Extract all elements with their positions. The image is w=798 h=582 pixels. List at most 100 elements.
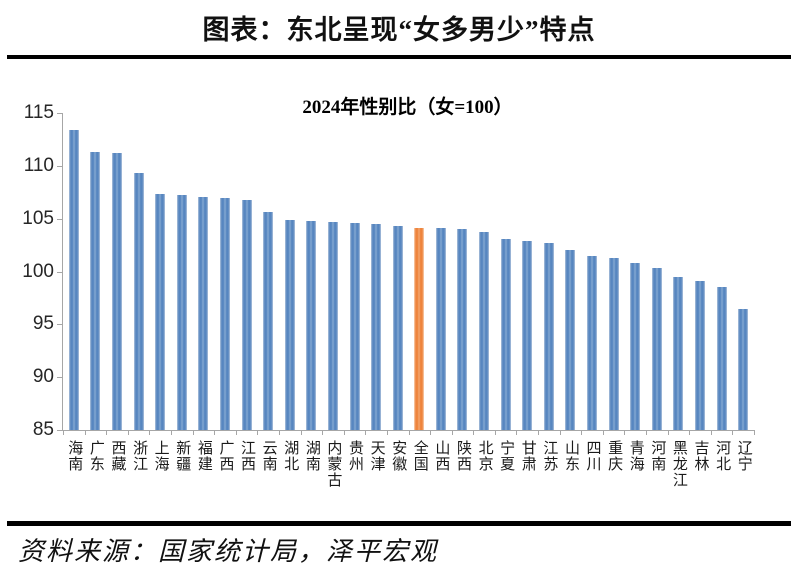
x-tick	[559, 430, 561, 435]
x-label-text: 安徽	[390, 440, 407, 472]
x-label-text: 江苏	[541, 440, 558, 472]
bar-slot-5	[171, 113, 193, 430]
bar-14	[371, 223, 382, 430]
x-label-6: 福建	[193, 440, 215, 488]
page-title: 图表：东北呈现“女多男少”特点	[202, 15, 596, 45]
x-label-8: 江西	[236, 440, 258, 488]
x-label-text: 青海	[627, 440, 644, 472]
bar-slot-6	[193, 113, 215, 430]
bar-30	[716, 287, 727, 430]
x-tick	[408, 430, 410, 435]
bar-slot-10	[279, 113, 301, 430]
x-label-24: 四川	[581, 440, 603, 488]
y-tick	[57, 218, 63, 220]
x-label-text: 海南	[66, 440, 83, 472]
bar-20	[500, 238, 511, 430]
x-label-13: 贵州	[344, 440, 366, 488]
x-label-text: 云南	[260, 440, 277, 472]
bar-slot-19	[473, 113, 495, 430]
bar-slot-30	[711, 113, 733, 430]
x-label-text: 全国	[411, 440, 428, 472]
bar-slot-9	[257, 113, 279, 430]
x-label-text: 北京	[476, 440, 493, 472]
bar-22	[543, 243, 554, 430]
top-rule	[7, 55, 791, 59]
y-tick	[57, 430, 63, 431]
x-label-text: 黑龙江	[670, 440, 687, 488]
x-label-17: 山西	[430, 440, 452, 488]
x-label-30: 河北	[711, 440, 733, 488]
x-label-text: 江西	[239, 440, 256, 472]
x-label-26: 青海	[624, 440, 646, 488]
bar-1	[90, 152, 101, 430]
bar-slot-27	[646, 113, 668, 430]
x-tick	[386, 430, 388, 435]
y-tick	[57, 165, 63, 167]
x-label-text: 四川	[584, 440, 601, 472]
x-tick	[63, 430, 64, 435]
bar-0	[68, 129, 79, 430]
x-label-0: 海南	[63, 440, 85, 488]
bar-slot-0	[63, 113, 85, 430]
bar-15	[392, 226, 403, 430]
x-label-16: 全国	[409, 440, 431, 488]
x-tick	[365, 430, 367, 435]
x-label-25: 重庆	[603, 440, 625, 488]
x-label-text: 福建	[195, 440, 212, 472]
bar-21	[522, 240, 533, 430]
bar-slot-16	[409, 113, 431, 430]
bar-slot-14	[365, 113, 387, 430]
y-axis-label: 85	[32, 419, 54, 440]
x-tick	[624, 430, 626, 435]
x-label-7: 广西	[214, 440, 236, 488]
x-label-text: 河南	[649, 440, 666, 472]
bar-slot-26	[624, 113, 646, 430]
bar-slot-15	[387, 113, 409, 430]
bar-slot-31	[732, 113, 754, 430]
bar-slot-24	[581, 113, 603, 430]
bar-slot-7	[214, 113, 236, 430]
bar-28	[673, 276, 684, 430]
bar-31	[738, 308, 749, 430]
x-tick	[235, 430, 237, 435]
x-label-18: 陕西	[452, 440, 474, 488]
bar-slot-21	[516, 113, 538, 430]
x-tick	[84, 430, 86, 435]
y-tick	[57, 113, 63, 114]
x-tick	[494, 430, 496, 435]
x-tick	[430, 430, 432, 435]
bar-8	[241, 199, 252, 430]
bar-slot-2	[106, 113, 128, 430]
x-label-31: 辽宁	[732, 440, 754, 488]
bar-slot-20	[495, 113, 517, 430]
x-tick	[192, 430, 194, 435]
bar-2	[111, 153, 122, 430]
x-tick	[710, 430, 712, 435]
bar-24	[587, 255, 598, 430]
x-tick	[300, 430, 302, 435]
bar-slot-3	[128, 113, 150, 430]
x-label-19: 北京	[473, 440, 495, 488]
x-label-29: 吉林	[689, 440, 711, 488]
x-label-5: 新疆	[171, 440, 193, 488]
bar-23	[565, 250, 576, 430]
bar-27	[651, 268, 662, 430]
x-label-text: 浙江	[131, 440, 148, 472]
x-tick	[149, 430, 151, 435]
x-label-3: 浙江	[128, 440, 150, 488]
bar-slot-1	[85, 113, 107, 430]
x-label-text: 甘肃	[519, 440, 536, 472]
x-label-27: 河南	[646, 440, 668, 488]
x-label-1: 广东	[85, 440, 107, 488]
source-note: 资料来源：国家统计局，泽平宏观	[18, 537, 439, 566]
bar-19	[479, 232, 490, 430]
bar-12	[327, 221, 338, 430]
bar-slot-8	[236, 113, 258, 430]
y-tick	[57, 377, 63, 379]
bar-slot-22	[538, 113, 560, 430]
x-label-2: 西藏	[106, 440, 128, 488]
x-tick	[602, 430, 604, 435]
bar-slot-12	[322, 113, 344, 430]
bar-10	[284, 219, 295, 430]
